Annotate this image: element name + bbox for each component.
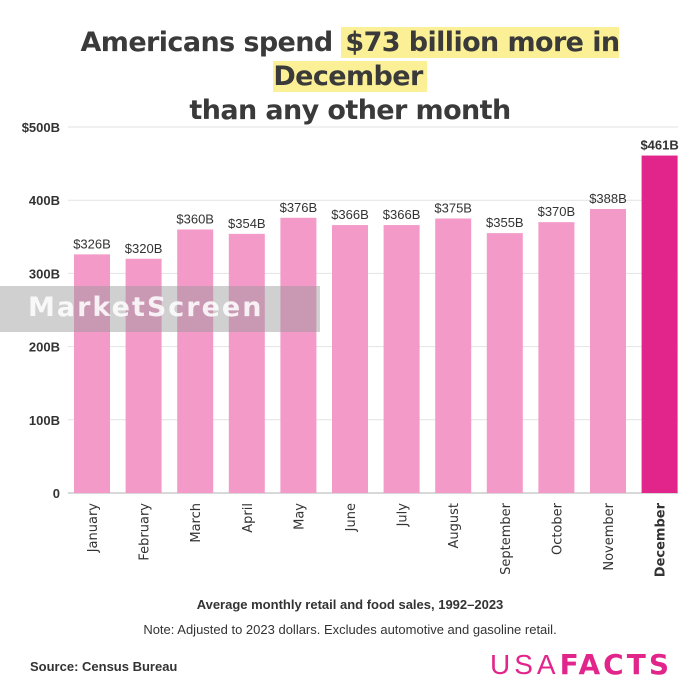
bar-july bbox=[383, 225, 420, 493]
bar-january bbox=[74, 254, 110, 493]
bar-august bbox=[435, 218, 472, 493]
bar-june bbox=[332, 225, 368, 493]
bar-october bbox=[538, 222, 575, 493]
bar-february bbox=[125, 258, 162, 493]
y-tick-label: 200B bbox=[29, 340, 60, 355]
value-labels: $326B $320B $360B $354B $376B $366B $366B $375B… bbox=[73, 138, 679, 256]
x-tick-label: October bbox=[550, 502, 565, 555]
logo-usa: USA bbox=[490, 649, 560, 680]
x-tick-label: August bbox=[447, 503, 462, 549]
title-prefix: Americans spend bbox=[80, 27, 342, 58]
x-tick-label: December bbox=[654, 502, 669, 577]
value-label: $326B bbox=[73, 236, 111, 251]
value-label: $355B bbox=[486, 215, 524, 230]
value-label: $366B bbox=[331, 207, 369, 222]
value-label: $376B bbox=[280, 200, 318, 215]
value-label: $461B bbox=[640, 138, 678, 153]
x-axis-labels: January February March April May June July Augu… bbox=[86, 502, 669, 577]
y-tick-label: 0 bbox=[53, 486, 60, 501]
bar-may bbox=[280, 217, 317, 493]
bar-march bbox=[177, 229, 214, 494]
chart-subtitle: Average monthly retail and food sales, 1… bbox=[196, 597, 504, 612]
value-label: $388B bbox=[589, 191, 627, 206]
bar-april bbox=[228, 233, 265, 493]
logo-facts: FACTS bbox=[559, 648, 672, 681]
bar-september bbox=[486, 233, 523, 493]
x-tick-label: November bbox=[602, 502, 617, 570]
x-tick-label: February bbox=[138, 503, 153, 561]
y-tick-label: 100B bbox=[29, 413, 60, 428]
x-tick-label: January bbox=[86, 503, 101, 554]
bars bbox=[74, 155, 678, 494]
title-line-2: than any other month bbox=[189, 95, 511, 126]
x-tick-label: May bbox=[292, 503, 307, 530]
watermark: MarketScreen bbox=[0, 286, 320, 332]
value-label: $320B bbox=[125, 241, 163, 256]
value-label: $366B bbox=[383, 207, 421, 222]
watermark-text: MarketScreen bbox=[28, 292, 264, 323]
bar-december bbox=[641, 155, 678, 493]
gridlines bbox=[68, 126, 678, 494]
x-tick-label: September bbox=[499, 502, 514, 575]
bar-november bbox=[590, 208, 626, 493]
chart-note: Note: Adjusted to 2023 dollars. Excludes… bbox=[143, 622, 557, 637]
usafacts-logo: USAFACTS bbox=[490, 648, 672, 681]
x-tick-label: April bbox=[241, 503, 256, 533]
x-tick-label: July bbox=[396, 503, 411, 528]
source-text: Source: Census Bureau bbox=[30, 659, 178, 674]
value-label: $375B bbox=[434, 201, 472, 216]
y-tick-label: 400B bbox=[29, 193, 60, 208]
value-label: $370B bbox=[538, 204, 576, 219]
y-axis-ticks: 0 100B 200B 300B 400B $500B bbox=[22, 120, 60, 501]
value-label: $360B bbox=[176, 211, 214, 226]
x-tick-label: June bbox=[344, 503, 359, 532]
value-label: $354B bbox=[228, 216, 266, 231]
x-tick-label: March bbox=[189, 503, 204, 543]
y-tick-label: 300B bbox=[29, 266, 60, 281]
title-line-1: Americans spend $73 billion more in Dece… bbox=[0, 26, 700, 94]
chart-title: Americans spend $73 billion more in Dece… bbox=[0, 26, 700, 128]
y-tick-label: $500B bbox=[22, 120, 60, 135]
